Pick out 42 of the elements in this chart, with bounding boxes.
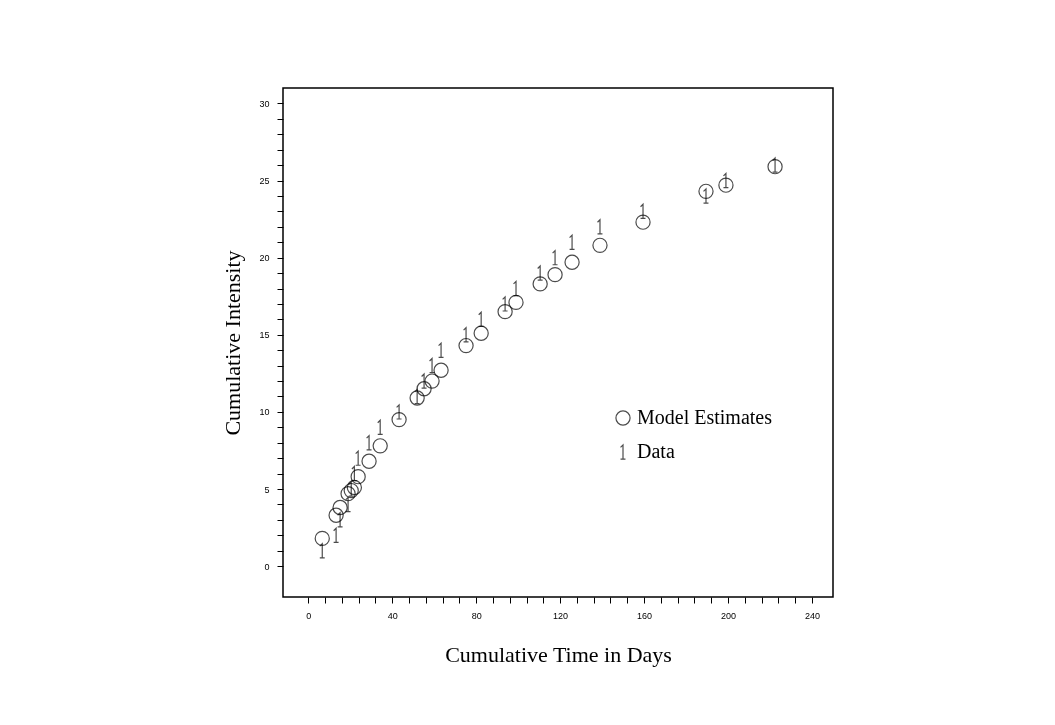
x-tick-label: 160: [637, 610, 653, 621]
point: [473, 325, 489, 341]
point: [424, 373, 440, 389]
legend-label: Data: [637, 440, 675, 462]
x-tick-label: 120: [553, 610, 569, 621]
point: [635, 214, 651, 230]
x-tick-label: 0: [306, 610, 312, 621]
point: [532, 276, 548, 292]
point: [592, 237, 608, 253]
point: [350, 469, 366, 485]
y-axis-title: Cumulative Intensity: [220, 250, 246, 436]
point: [547, 266, 563, 283]
point: [718, 177, 734, 193]
point: [698, 183, 714, 199]
point: [328, 507, 344, 523]
point: [497, 303, 513, 320]
point: [433, 362, 449, 378]
x-tick-label: 200: [721, 610, 737, 621]
point: [372, 438, 388, 454]
y-tick-label: 30: [259, 98, 270, 109]
point: [391, 411, 407, 428]
point: [314, 530, 330, 547]
x-tick-label: 80: [471, 610, 482, 621]
y-tick-label: 15: [259, 330, 270, 341]
y-tick-label: 20: [259, 253, 270, 264]
y-tick-label: 10: [259, 407, 270, 418]
point: [767, 159, 783, 175]
point: [564, 254, 580, 270]
point: [508, 294, 524, 311]
legend-label: Model Estimates: [637, 406, 773, 428]
x-tick-label: 40: [387, 610, 398, 621]
point: [409, 390, 425, 406]
point: [458, 337, 474, 354]
point: [416, 381, 432, 397]
point: [332, 499, 348, 516]
y-tick-label: 25: [259, 176, 270, 187]
point: [361, 453, 377, 469]
x-tick-label: 240: [804, 610, 821, 621]
y-tick-label: 0: [264, 561, 270, 572]
y-tick-label: 5: [264, 484, 270, 495]
x-axis-title: Cumulative Time in Days: [445, 641, 672, 667]
point: [343, 482, 359, 499]
